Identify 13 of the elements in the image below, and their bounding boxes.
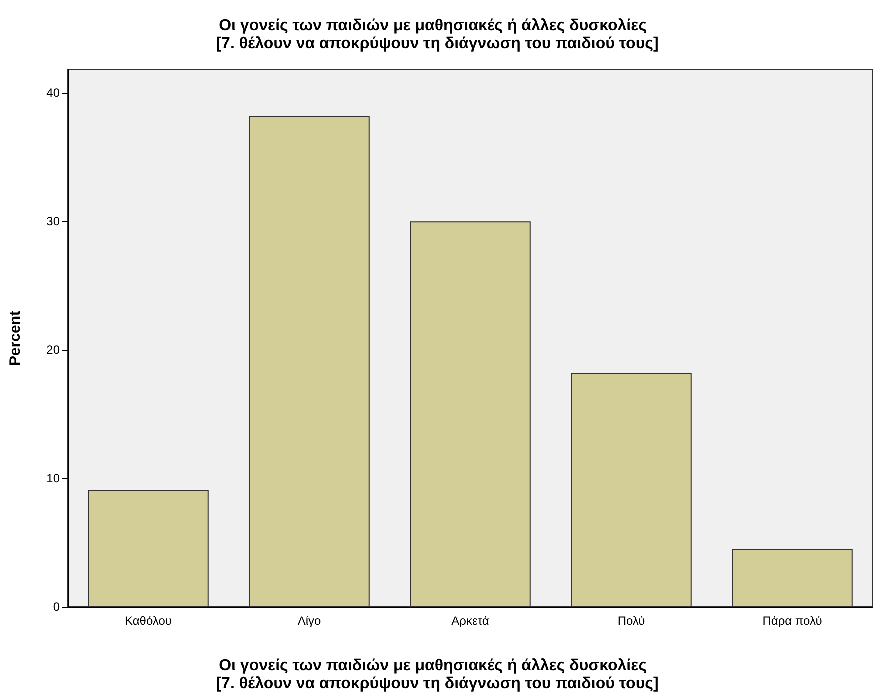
x-tick-label: Πολύ xyxy=(618,614,646,628)
y-tick-label: 20 xyxy=(46,343,60,358)
x-axis-title: Οι γονείς των παιδιών με μαθησιακές ή άλλες δυσκολίες [7. θέλουν να αποκρύψουν τη διάγνωση του παιδιού τους] xyxy=(216,658,659,692)
y-tick-label: 40 xyxy=(46,86,60,100)
y-tick-label: 10 xyxy=(46,472,60,486)
chart-title: Οι γονείς των παιδιών με μαθησιακές ή άλλες δυσκολίες [7. θέλουν να αποκρύψουν τη διάγνωση του παιδιού τους] xyxy=(216,18,659,52)
y-axis-title: Percent xyxy=(7,310,24,366)
y-tick-label: 30 xyxy=(46,214,60,229)
y-tick-label: 0 xyxy=(53,600,60,614)
x-tick-label: Καθόλου xyxy=(125,614,172,628)
x-tick-label: Λίγο xyxy=(298,614,322,628)
x-tick-label: Αρκετά xyxy=(452,614,490,628)
x-tick-label: Πάρα πολύ xyxy=(762,614,822,628)
